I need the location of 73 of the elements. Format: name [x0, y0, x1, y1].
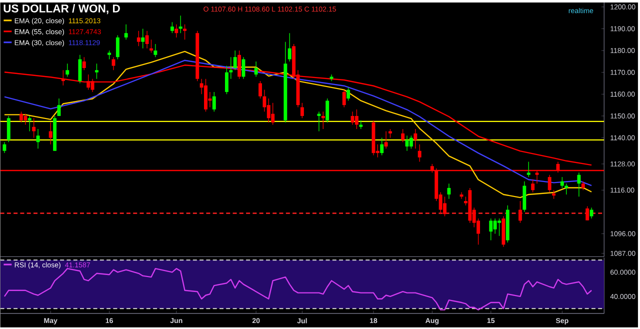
candlestick: [498, 218, 501, 236]
candlestick: [284, 42, 288, 123]
candlestick: [418, 144, 422, 162]
candlestick: [86, 74, 90, 90]
candlestick: [254, 61, 258, 78]
candlestick: [124, 24, 128, 40]
candlestick: [493, 218, 497, 234]
candlestick: [183, 24, 187, 40]
candlestick: [178, 15, 182, 34]
candlestick: [224, 66, 228, 95]
candlestick: [116, 34, 120, 60]
candlestick: [90, 78, 94, 92]
candlestick: [560, 176, 564, 188]
candlestick: [20, 111, 23, 123]
candlestick: [82, 56, 86, 71]
candlestick: [522, 181, 526, 212]
candlestick: [401, 128, 405, 143]
candlestick: [32, 118, 36, 138]
candlestick: [526, 161, 530, 178]
candlestick: [136, 30, 140, 47]
candlestick: [48, 122, 52, 145]
candlestick: [330, 74, 334, 82]
candlestick: [170, 22, 174, 34]
candlestick: [24, 113, 28, 126]
candlestick: [506, 205, 510, 243]
candlestick: [66, 63, 70, 78]
candlestick: [242, 56, 246, 80]
candlestick: [141, 28, 145, 49]
candlestick: [174, 24, 178, 38]
candlestick: [154, 44, 158, 58]
candlestick: [145, 30, 149, 49]
candlestick: [61, 70, 65, 86]
candlestick: [577, 172, 581, 198]
candlestick: [212, 92, 216, 112]
candlestick: [229, 56, 233, 80]
candlestick: [518, 200, 522, 224]
candlestick: [468, 188, 472, 224]
candlestick: [271, 102, 275, 126]
candlestick: [288, 32, 292, 62]
candlestick: [443, 196, 446, 217]
candlestick: [548, 174, 552, 193]
candlestick: [409, 135, 413, 150]
candlestick: [380, 137, 384, 156]
chart-title: US DOLLAR / WON, D: [4, 4, 120, 14]
candlestick: [354, 109, 358, 130]
candlestick: [447, 183, 451, 200]
candlestick: [502, 216, 506, 248]
candlestick: [531, 178, 535, 193]
candlestick: [94, 63, 98, 80]
candlestick: [300, 102, 304, 119]
candlestick: [6, 116, 10, 143]
candlestick: [2, 142, 6, 154]
candlestick: [317, 111, 321, 132]
candlestick: [78, 54, 82, 84]
candlestick: [150, 39, 153, 54]
candlestick: [346, 87, 350, 102]
candlestick: [564, 183, 568, 195]
candlestick: [53, 116, 57, 152]
candlestick: [460, 192, 464, 200]
candlestick: [204, 78, 208, 112]
candlestick: [326, 98, 330, 123]
candlestick: [342, 89, 346, 108]
candlestick: [233, 50, 237, 71]
candlestick: [414, 128, 418, 150]
candlestick: [28, 116, 32, 132]
candlestick: [372, 120, 376, 156]
candlestick: [321, 111, 325, 130]
candlestick: [266, 98, 270, 123]
candlestick: [586, 206, 590, 221]
candlestick: [384, 130, 388, 150]
candlestick: [57, 98, 61, 116]
candlestick: [258, 80, 262, 99]
candlestick: [489, 218, 493, 241]
